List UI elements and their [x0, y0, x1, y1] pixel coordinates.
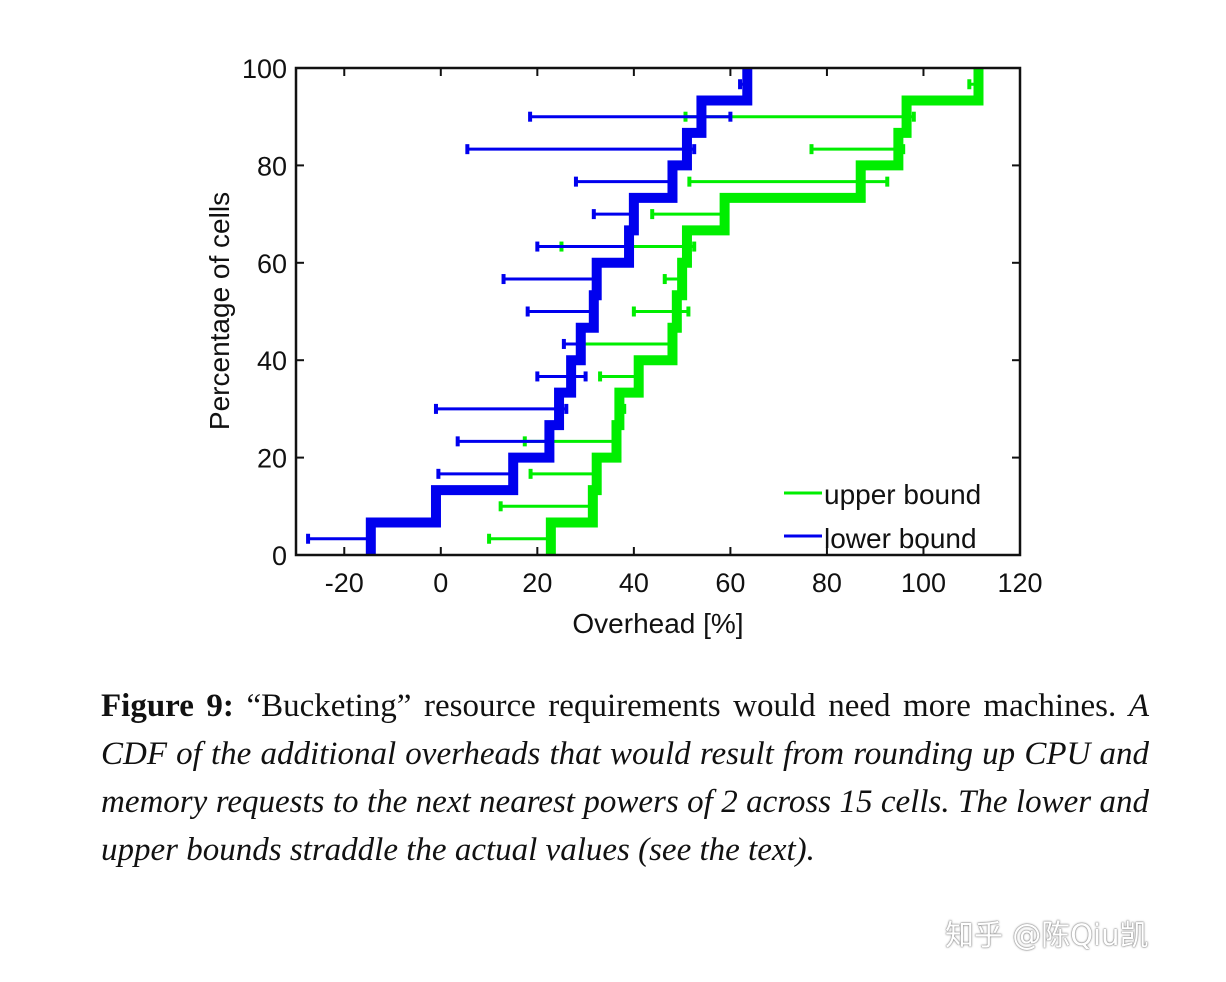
- x-tick-label: 100: [901, 568, 946, 598]
- series-lower-bound: [306, 67, 753, 555]
- error-bar-upper-bound: [598, 371, 641, 382]
- x-tick-label: -20: [325, 568, 364, 598]
- error-bar-lower-bound: [535, 371, 588, 382]
- x-tick-label: 80: [812, 568, 842, 598]
- caption-body: A CDF of the additional overheads that w…: [101, 688, 1150, 868]
- error-bar-upper-bound: [809, 144, 906, 155]
- error-bar-lower-bound: [433, 403, 569, 414]
- error-bar-lower-bound: [591, 209, 636, 220]
- error-bar-upper-bound: [528, 468, 599, 479]
- error-bar-lower-bound: [501, 274, 599, 285]
- chart-marks: [306, 67, 984, 555]
- error-bar-upper-bound: [687, 176, 890, 187]
- legend-label-lower-bound: lower bound: [824, 523, 977, 554]
- error-bar-lower-bound: [465, 144, 697, 155]
- caption-label: Figure 9:: [101, 688, 234, 724]
- x-tick-label: 120: [997, 568, 1042, 598]
- figure-caption: Figure 9: “Bucketing” resource requireme…: [101, 682, 1149, 874]
- error-bar-upper-bound: [650, 209, 727, 220]
- x-tick-label: 20: [522, 568, 552, 598]
- x-tick-label: 0: [433, 568, 448, 598]
- error-bar-lower-bound: [455, 436, 552, 447]
- error-bar-lower-bound: [436, 468, 516, 479]
- cdf-line-lower-bound: [365, 68, 753, 555]
- y-tick-label: 40: [257, 346, 287, 376]
- error-bar-lower-bound: [573, 176, 675, 187]
- y-tick-label: 60: [257, 249, 287, 279]
- watermark: 知乎 @陈Qiu凯: [945, 918, 1149, 952]
- legend: upper bound lower bound: [784, 479, 981, 554]
- x-tick-label: 60: [715, 568, 745, 598]
- y-tick-label: 80: [257, 151, 287, 181]
- error-bar-upper-bound: [498, 501, 595, 512]
- x-axis-title: Overhead [%]: [572, 608, 743, 639]
- error-bar-upper-bound: [578, 338, 675, 349]
- y-tick-label: 0: [272, 541, 287, 571]
- plot-frame: [294, 66, 1022, 557]
- cdf-line-upper-bound: [545, 68, 984, 555]
- y-axis-title: Percentage of cells: [204, 192, 235, 430]
- cdf-chart: -20 0 20 40 60 80 100 120 0 20 40 60 80 100 Overhead …: [204, 54, 1043, 639]
- error-bar-upper-bound: [487, 533, 553, 544]
- y-tick-label: 20: [257, 444, 287, 474]
- series-upper-bound: [487, 67, 984, 555]
- y-tick-label: 100: [242, 54, 287, 84]
- error-bar-lower-bound: [306, 533, 373, 544]
- axis-ticks: -20 0 20 40 60 80 100 120 0 20 40 60 80 100: [242, 54, 1043, 598]
- error-bar-lower-bound: [525, 306, 596, 317]
- error-bar-lower-bound: [535, 241, 632, 252]
- x-tick-label: 40: [619, 568, 649, 598]
- legend-label-upper-bound: upper bound: [824, 479, 981, 510]
- caption-lead: “Bucketing” resource requirements would …: [233, 688, 1129, 724]
